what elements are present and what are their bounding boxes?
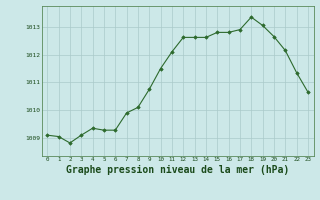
X-axis label: Graphe pression niveau de la mer (hPa): Graphe pression niveau de la mer (hPa) [66, 165, 289, 175]
